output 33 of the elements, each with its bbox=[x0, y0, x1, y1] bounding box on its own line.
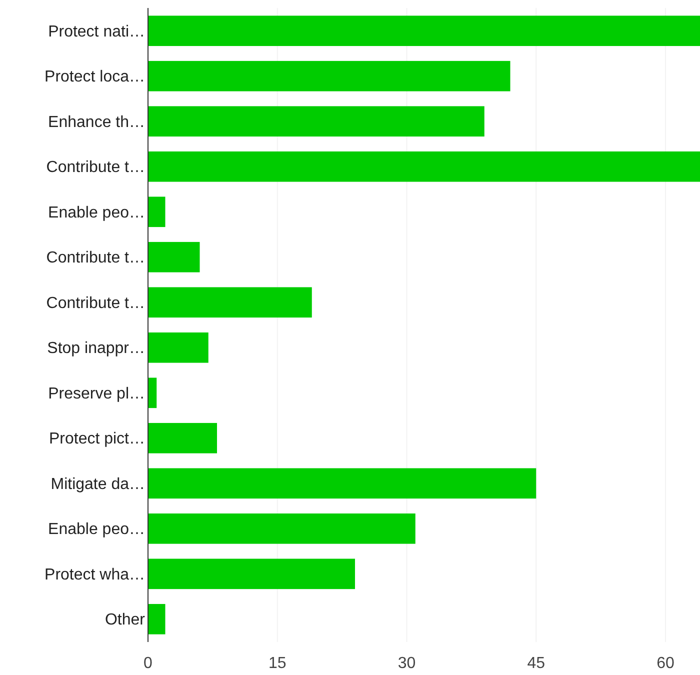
x-tick-label: 15 bbox=[268, 655, 286, 672]
y-tick-label: Enable peo… bbox=[48, 521, 145, 538]
y-tick-label: Contribute t… bbox=[46, 294, 145, 312]
y-tick-label: Enable peo… bbox=[48, 204, 145, 222]
bar bbox=[148, 513, 416, 544]
bar bbox=[148, 558, 355, 590]
y-tick-label: Protect loca… bbox=[44, 68, 145, 86]
bar bbox=[148, 196, 166, 228]
x-tick-label: 60 bbox=[656, 655, 674, 672]
bar bbox=[148, 287, 312, 318]
x-tick-label: 0 bbox=[144, 655, 153, 672]
y-tick-label: Other bbox=[104, 612, 146, 629]
bar bbox=[148, 16, 700, 46]
bar bbox=[148, 242, 200, 272]
y-tick-label: Protect nati… bbox=[48, 23, 145, 40]
bar bbox=[148, 332, 208, 363]
bar bbox=[148, 468, 536, 499]
bar bbox=[148, 60, 510, 92]
x-tick-label: 45 bbox=[527, 655, 546, 672]
y-tick-label: Stop inappr… bbox=[47, 340, 145, 358]
y-tick-label: Contribute t… bbox=[46, 250, 145, 267]
bar bbox=[148, 604, 166, 634]
y-tick-label: Mitigate da… bbox=[50, 476, 145, 493]
y-tick-label: Protect wha… bbox=[44, 566, 145, 584]
bar bbox=[148, 151, 700, 182]
y-tick-label: Preserve pl… bbox=[48, 385, 145, 402]
bar bbox=[148, 378, 157, 408]
y-tick-label: Protect pict… bbox=[48, 430, 145, 448]
bar bbox=[148, 106, 484, 137]
y-tick-label: Contribute t… bbox=[46, 159, 145, 176]
y-tick-label: Enhance th… bbox=[48, 114, 145, 131]
bar bbox=[148, 422, 217, 454]
x-tick-label: 30 bbox=[398, 655, 416, 672]
